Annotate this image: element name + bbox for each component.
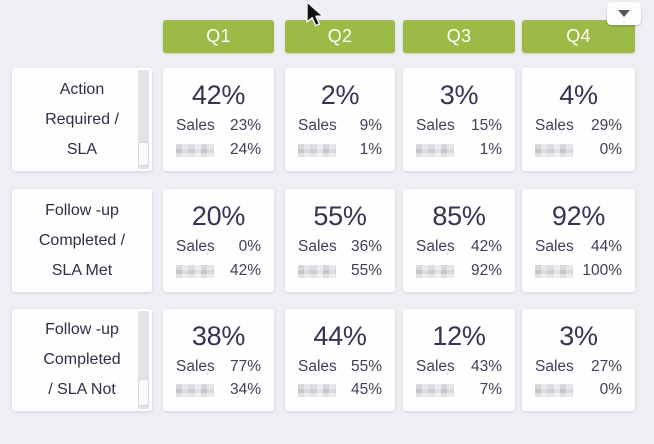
total-value: 92% xyxy=(551,201,606,231)
chevron-down-icon xyxy=(618,10,630,17)
scrollbar-thumb[interactable] xyxy=(139,143,148,165)
sales-value: 23% xyxy=(229,117,261,134)
total-value: 20% xyxy=(191,201,246,231)
table-cell: 3% Sales 27% 0% xyxy=(522,309,635,411)
redacted-label xyxy=(176,143,214,157)
redacted-value: 0% xyxy=(599,381,622,399)
table-cell: 85% Sales 42% 92% xyxy=(403,189,515,292)
sales-label: Sales xyxy=(535,117,574,134)
sales-label: Sales xyxy=(176,238,215,255)
redacted-label xyxy=(176,264,214,278)
column-header-q4: Q4 xyxy=(522,20,635,53)
sales-label: Sales xyxy=(535,238,574,255)
redacted-label xyxy=(298,264,336,278)
total-value: 85% xyxy=(432,201,486,231)
total-value: 3% xyxy=(439,80,479,110)
redacted-label xyxy=(176,383,214,397)
table-cell: 12% Sales 43% 7% xyxy=(403,309,515,411)
row-scrollbar[interactable] xyxy=(138,70,149,169)
sales-label: Sales xyxy=(416,238,455,255)
total-value: 55% xyxy=(313,201,367,231)
table-cell: 38% Sales 77% 34% xyxy=(163,309,274,411)
scrollbar-thumb[interactable] xyxy=(139,380,148,405)
redacted-value: 1% xyxy=(359,141,382,158)
row-scrollbar[interactable] xyxy=(138,311,149,409)
sales-label: Sales xyxy=(298,238,337,255)
sales-label: Sales xyxy=(416,117,455,134)
table-cell: 3% Sales 15% 1% xyxy=(403,68,515,171)
redacted-value: 92% xyxy=(470,262,502,279)
redacted-label xyxy=(298,383,336,397)
table-cell: 20% Sales 0% 42% xyxy=(163,189,274,292)
table-cell: 55% Sales 36% 55% xyxy=(285,189,395,292)
redacted-value: 24% xyxy=(229,141,261,158)
total-value: 12% xyxy=(432,320,486,351)
table-cell: 92% Sales 44% 100% xyxy=(522,189,635,292)
sales-value: 42% xyxy=(470,238,502,255)
redacted-label xyxy=(535,264,573,278)
redacted-label xyxy=(416,143,454,157)
row-header-followup-sla-met: Follow -up Completed / SLA Met xyxy=(12,189,152,292)
row-header-followup-sla-not: Follow -up Completed / SLA Not xyxy=(12,309,152,411)
column-header-q2: Q2 xyxy=(285,20,395,53)
total-value: 4% xyxy=(559,80,598,110)
row-header-action-required: Action Required / SLA xyxy=(12,68,152,171)
sales-value: 27% xyxy=(590,357,622,375)
sales-value: 43% xyxy=(470,357,502,375)
column-header-q1: Q1 xyxy=(163,20,274,53)
total-value: 2% xyxy=(320,80,360,110)
sales-label: Sales xyxy=(298,117,337,134)
dropdown-button[interactable] xyxy=(607,2,641,25)
sales-label: Sales xyxy=(176,117,215,134)
total-value: 42% xyxy=(191,80,246,110)
redacted-value: 42% xyxy=(229,262,261,279)
sales-value: 9% xyxy=(359,117,382,134)
sales-value: 0% xyxy=(238,238,261,255)
sales-value: 15% xyxy=(470,117,502,134)
redacted-label xyxy=(298,143,336,157)
redacted-value: 7% xyxy=(479,381,502,399)
sales-value: 77% xyxy=(229,357,261,375)
row-header-label: Follow -up Completed / SLA Not xyxy=(43,321,121,398)
table-cell: 2% Sales 9% 1% xyxy=(285,68,395,171)
sales-label: Sales xyxy=(176,357,215,375)
table-cell: 42% Sales 23% 24% xyxy=(163,68,274,171)
sales-value: 36% xyxy=(350,238,382,255)
total-value: 3% xyxy=(559,320,598,351)
sales-label: Sales xyxy=(535,357,574,375)
row-header-label: Action Required / SLA xyxy=(45,80,119,158)
redacted-value: 1% xyxy=(479,141,502,158)
sales-value: 55% xyxy=(350,357,382,375)
row-header-label: Follow -up Completed / SLA Met xyxy=(38,201,126,279)
total-value: 44% xyxy=(313,320,367,351)
redacted-value: 55% xyxy=(350,262,382,279)
redacted-label xyxy=(535,383,573,397)
sales-value: 44% xyxy=(590,238,622,255)
redacted-value: 34% xyxy=(229,381,261,399)
column-header-q3: Q3 xyxy=(403,20,515,53)
redacted-label xyxy=(416,264,454,278)
table-cell: 4% Sales 29% 0% xyxy=(522,68,635,171)
redacted-value: 0% xyxy=(599,141,622,158)
sales-label: Sales xyxy=(298,357,337,375)
redacted-label xyxy=(416,383,454,397)
redacted-label xyxy=(535,143,573,157)
sales-label: Sales xyxy=(416,357,455,375)
sales-value: 29% xyxy=(590,117,622,134)
redacted-value: 100% xyxy=(582,262,622,279)
redacted-value: 45% xyxy=(350,381,382,399)
table-cell: 44% Sales 55% 45% xyxy=(285,309,395,411)
total-value: 38% xyxy=(191,320,246,351)
